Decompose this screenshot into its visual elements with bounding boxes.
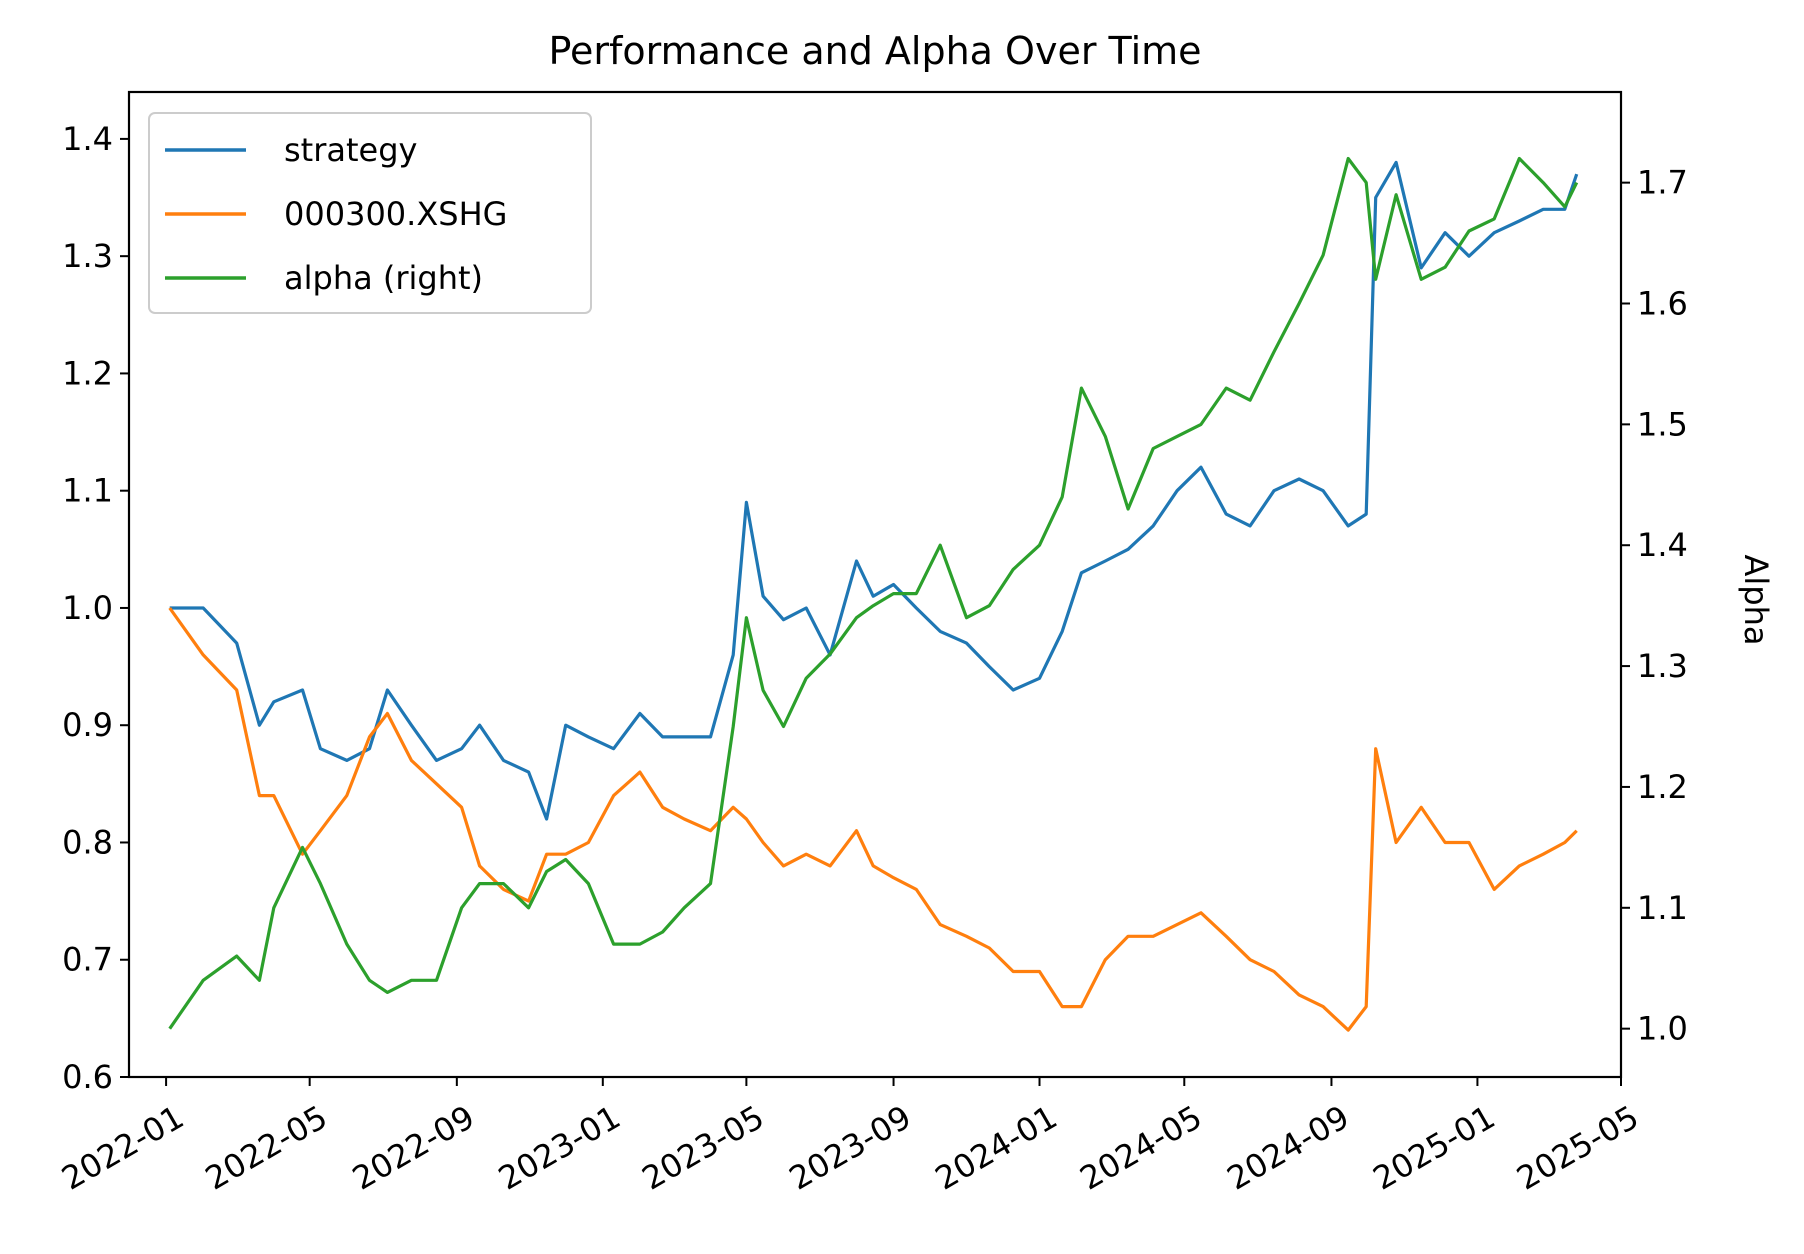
y2-tick-label: 1.2 xyxy=(1637,768,1688,806)
x-tick-label: 2024-05 xyxy=(1073,1098,1208,1198)
y-tick-label: 1.0 xyxy=(62,589,113,627)
series-layer xyxy=(168,156,1579,1032)
y-tick-label: 0.7 xyxy=(62,941,113,979)
plot-frame xyxy=(127,90,1623,1079)
y2-tick-label: 1.3 xyxy=(1637,647,1688,685)
series-line-0 xyxy=(169,160,1579,821)
y-tick-label: 0.6 xyxy=(62,1058,113,1096)
y2-tick-label: 1.1 xyxy=(1637,889,1688,927)
y-axis-right: 1.0 1.1 1.2 1.3 1.4 1.5 1.6 1.7 xyxy=(1621,164,1688,1048)
series-line-1 xyxy=(168,607,1578,1032)
y-tick-label: 0.9 xyxy=(62,706,113,744)
y2-tick-label: 1.7 xyxy=(1637,164,1688,202)
chart-title: Performance and Alpha Over Time xyxy=(548,29,1201,73)
y-axis-left: 0.6 0.7 0.8 0.9 1.0 1.1 1.2 1.3 1.4 xyxy=(62,120,129,1096)
series-line-2 xyxy=(168,156,1579,1030)
y-tick-label: 1.1 xyxy=(62,472,113,510)
y2-axis-label: Alpha xyxy=(1737,555,1775,646)
x-tick-label: 2023-05 xyxy=(636,1098,771,1198)
legend-box xyxy=(148,112,592,314)
x-tick-label: 2025-05 xyxy=(1510,1098,1645,1198)
y2-tick-label: 1.0 xyxy=(1637,1010,1688,1048)
legend-entry-label: alpha (right) xyxy=(284,259,483,297)
x-tick-label: 2024-01 xyxy=(929,1098,1064,1198)
legend: strategy 000300.XSHG alpha (right) xyxy=(148,112,592,314)
x-tick-label: 2024-09 xyxy=(1221,1098,1356,1198)
y-tick-label: 1.4 xyxy=(62,120,113,158)
y2-tick-label: 1.4 xyxy=(1637,526,1688,564)
y-tick-label: 0.8 xyxy=(62,823,113,861)
legend-entry-label: 000300.XSHG xyxy=(284,195,507,233)
x-tick-label: 2023-01 xyxy=(492,1098,627,1198)
y2-tick-label: 1.5 xyxy=(1637,405,1688,443)
legend-entry-label: strategy xyxy=(284,131,417,169)
x-tick-label: 2023-09 xyxy=(783,1098,918,1198)
y-tick-label: 1.2 xyxy=(62,354,113,392)
y-tick-label: 1.3 xyxy=(62,237,113,275)
x-tick-label: 2022-09 xyxy=(346,1098,481,1198)
x-tick-label: 2025-01 xyxy=(1367,1098,1502,1198)
x-tick-label: 2022-01 xyxy=(55,1098,190,1198)
x-axis: 2022-01 2022-05 2022-09 2023-01 2023-05 2023-… xyxy=(55,1077,1645,1198)
y2-tick-label: 1.6 xyxy=(1637,285,1688,323)
x-tick-label: 2022-05 xyxy=(199,1098,334,1198)
